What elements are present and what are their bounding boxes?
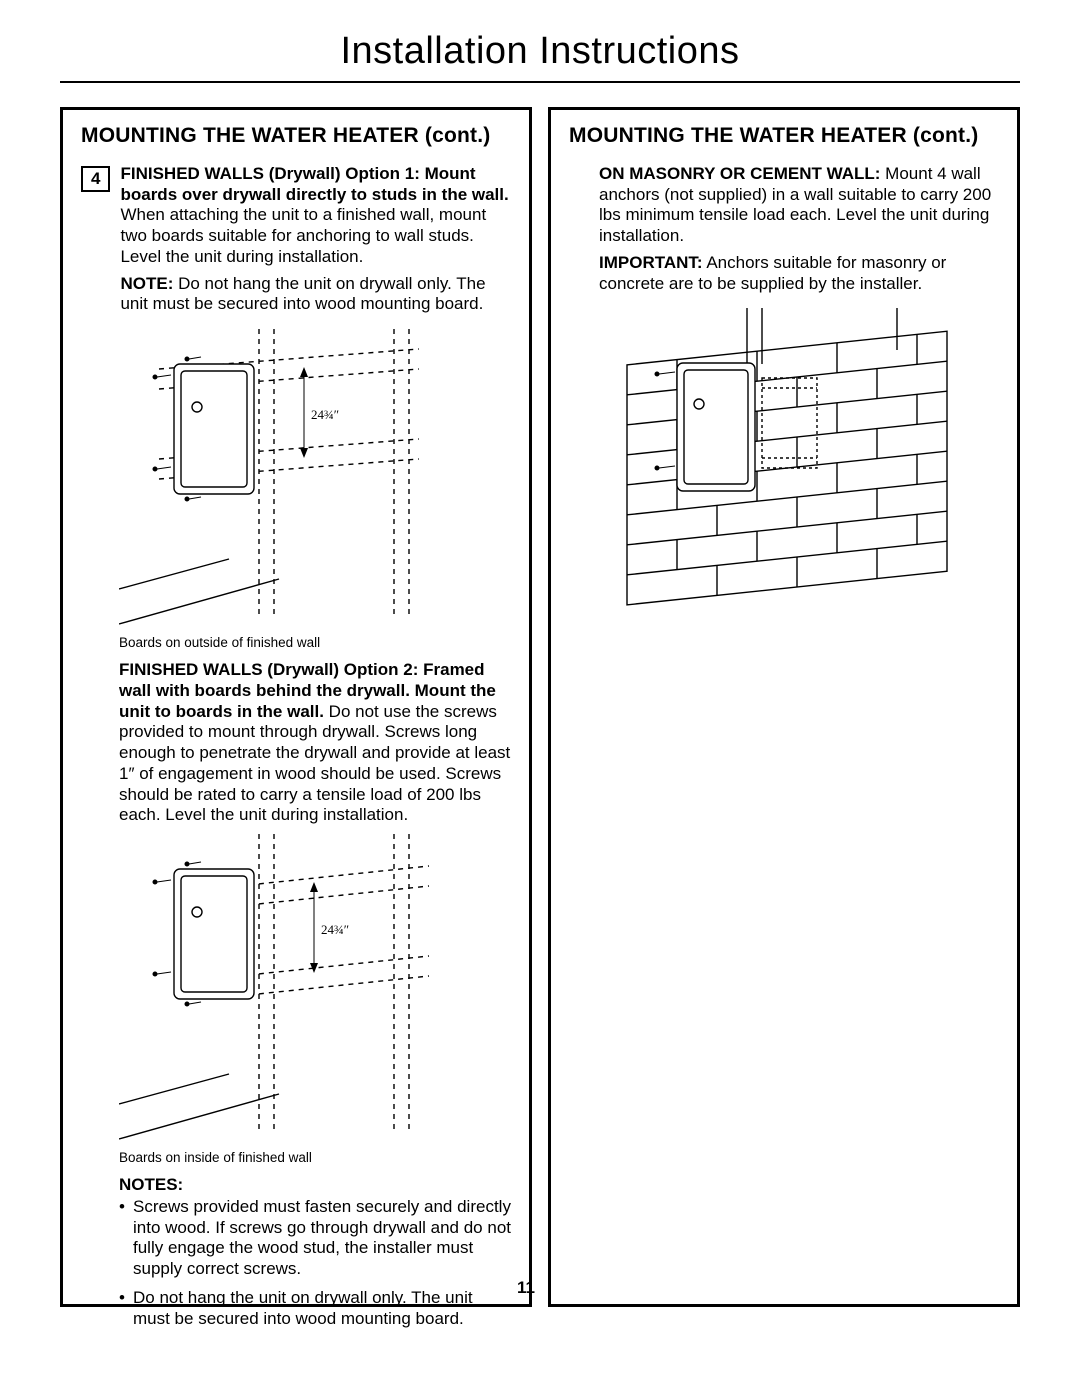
page-title: Installation Instructions (60, 30, 1020, 83)
option1-body: When attaching the unit to a finished wa… (120, 205, 486, 265)
option1-note-body: Do not hang the unit on drywall only. Th… (120, 274, 485, 314)
option1-note-lead: NOTE: (120, 274, 173, 293)
option1-text: FINISHED WALLS (Drywall) Option 1: Mount… (120, 164, 511, 321)
step-4-row: 4 FINISHED WALLS (Drywall) Option 1: Mou… (81, 164, 511, 321)
page-number: 11 (517, 1278, 535, 1298)
fig2-dimension-label: 24¾″ (321, 922, 349, 937)
right-column: MOUNTING THE WATER HEATER (cont.) ON MAS… (548, 107, 1020, 1307)
figure-boards-inside: 24¾″ (119, 834, 511, 1144)
important-lead: IMPORTANT: (599, 253, 703, 272)
right-heading: MOUNTING THE WATER HEATER (cont.) (569, 124, 999, 148)
figure2-caption: Boards on inside of finished wall (119, 1150, 511, 1165)
masonry-lead: ON MASONRY OR CEMENT WALL: (599, 164, 880, 183)
figure1-caption: Boards on outside of finished wall (119, 635, 511, 650)
notes-heading: NOTES: (119, 1175, 511, 1195)
left-heading: MOUNTING THE WATER HEATER (cont.) (81, 124, 511, 148)
fig1-dimension-label: 24¾″ (311, 407, 339, 422)
note-item: Screws provided must fasten securely and… (119, 1197, 511, 1280)
option1-lead: FINISHED WALLS (Drywall) Option 1: Mount… (120, 164, 508, 204)
note-item: Do not hang the unit on drywall only. Th… (119, 1288, 511, 1329)
left-column: MOUNTING THE WATER HEATER (cont.) 4 FINI… (60, 107, 532, 1307)
figure-boards-outside: 24¾″ (119, 329, 511, 629)
two-column-layout: MOUNTING THE WATER HEATER (cont.) 4 FINI… (60, 107, 1020, 1307)
figure-masonry (597, 308, 999, 633)
step-number-box: 4 (81, 166, 110, 192)
notes-list: Screws provided must fasten securely and… (119, 1197, 511, 1329)
option2-text: FINISHED WALLS (Drywall) Option 2: Frame… (119, 660, 511, 826)
